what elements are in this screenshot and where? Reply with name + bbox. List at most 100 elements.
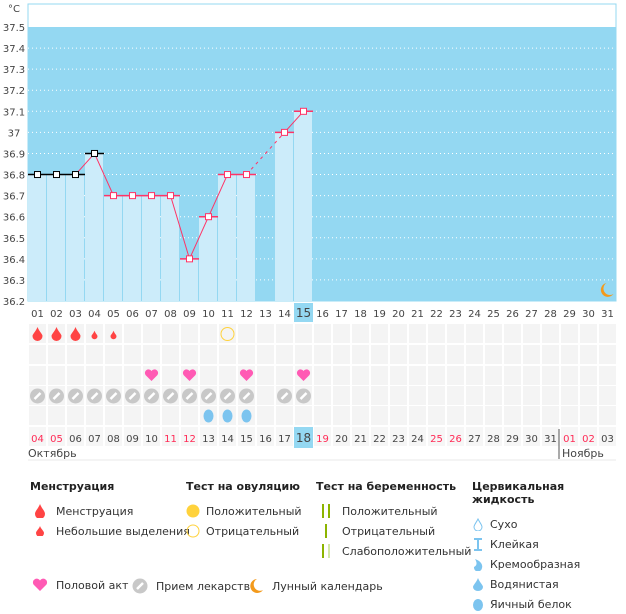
calendar-date[interactable]: 26 bbox=[449, 434, 462, 445]
cycle-day-label[interactable]: 23 bbox=[449, 309, 462, 320]
grid-cell bbox=[314, 386, 331, 405]
calendar-date[interactable]: 09 bbox=[126, 434, 139, 445]
grid-cell bbox=[390, 345, 407, 364]
cycle-day-label[interactable]: 01 bbox=[31, 309, 44, 320]
cycle-day-label[interactable]: 24 bbox=[468, 309, 481, 320]
calendar-date[interactable]: 28 bbox=[487, 434, 500, 445]
calendar-date[interactable]: 01 bbox=[563, 434, 576, 445]
legend-item: Водянистая bbox=[472, 574, 626, 594]
legend-ovulation: Тест на овуляцию Положительный Отрицател… bbox=[186, 480, 302, 541]
date-cell bbox=[599, 427, 616, 446]
temperature-line-gap bbox=[246, 132, 285, 175]
cycle-day-label[interactable]: 16 bbox=[316, 309, 329, 320]
y-tick-label: 36.2 bbox=[3, 297, 25, 308]
cycle-day-label[interactable]: 26 bbox=[506, 309, 519, 320]
cycle-day-label[interactable]: 18 bbox=[354, 309, 367, 320]
legend-title: Менструация bbox=[30, 480, 115, 493]
watery-icon bbox=[472, 577, 484, 591]
cycle-day-label[interactable]: 09 bbox=[183, 309, 196, 320]
calendar-date[interactable]: 03 bbox=[601, 434, 614, 445]
temperature-point bbox=[148, 192, 155, 200]
calendar-date[interactable]: 04 bbox=[31, 434, 44, 445]
cycle-day-label[interactable]: 05 bbox=[107, 309, 120, 320]
grid-cell bbox=[580, 366, 597, 385]
calendar-date[interactable]: 18 bbox=[296, 431, 311, 445]
cycle-day-label[interactable]: 07 bbox=[145, 309, 158, 320]
grid-cell bbox=[542, 406, 559, 425]
calendar-date[interactable]: 31 bbox=[544, 434, 557, 445]
calendar-date[interactable]: 06 bbox=[69, 434, 82, 445]
egg-white-icon bbox=[241, 409, 252, 423]
grid-cell bbox=[371, 324, 388, 343]
calendar-date[interactable]: 25 bbox=[430, 434, 443, 445]
cycle-day-label[interactable]: 14 bbox=[278, 309, 291, 320]
cycle-day-label[interactable]: 25 bbox=[487, 309, 500, 320]
date-cell bbox=[333, 427, 350, 446]
calendar-date[interactable]: 20 bbox=[335, 434, 348, 445]
pill-icon-stripe bbox=[90, 392, 99, 400]
moon-icon bbox=[600, 283, 614, 297]
calendar-date[interactable]: 15 bbox=[240, 434, 253, 445]
grid-cell bbox=[371, 345, 388, 364]
cycle-day-label[interactable]: 20 bbox=[392, 309, 405, 320]
calendar-date[interactable]: 19 bbox=[316, 434, 329, 445]
calendar-date[interactable]: 22 bbox=[373, 434, 386, 445]
calendar-date[interactable]: 11 bbox=[164, 434, 177, 445]
calendar-date[interactable]: 23 bbox=[392, 434, 405, 445]
calendar-date[interactable]: 29 bbox=[506, 434, 519, 445]
calendar-date[interactable]: 08 bbox=[107, 434, 120, 445]
legend-pregnancy: Тест на беременность Положительный Отриц… bbox=[316, 480, 471, 561]
grid-cell bbox=[599, 345, 616, 364]
calendar-date[interactable]: 12 bbox=[183, 434, 196, 445]
cycle-day-label[interactable]: 04 bbox=[88, 309, 101, 320]
cycle-day-label[interactable]: 02 bbox=[50, 309, 63, 320]
cycle-day-label[interactable]: 22 bbox=[430, 309, 443, 320]
grid-cell bbox=[504, 366, 521, 385]
grid-cell bbox=[466, 366, 483, 385]
egg-white-icon bbox=[203, 409, 214, 423]
cycle-day-label[interactable]: 13 bbox=[259, 309, 272, 320]
cycle-day-label[interactable]: 30 bbox=[582, 309, 595, 320]
cycle-day-label[interactable]: 29 bbox=[563, 309, 576, 320]
calendar-date[interactable]: 10 bbox=[145, 434, 158, 445]
cycle-day-label[interactable]: 31 bbox=[601, 309, 614, 320]
date-cell bbox=[67, 427, 84, 446]
cycle-day-label[interactable]: 27 bbox=[525, 309, 538, 320]
calendar-date[interactable]: 13 bbox=[202, 434, 215, 445]
cycle-day-label[interactable]: 03 bbox=[69, 309, 82, 320]
calendar-date[interactable]: 17 bbox=[278, 434, 291, 445]
calendar-date[interactable]: 27 bbox=[468, 434, 481, 445]
calendar-date[interactable]: 30 bbox=[525, 434, 538, 445]
grid-cell bbox=[295, 345, 312, 364]
temperature-line bbox=[75, 153, 95, 175]
calendar-date[interactable]: 02 bbox=[582, 434, 595, 445]
grid-cell bbox=[181, 324, 198, 343]
cycle-day-label[interactable]: 10 bbox=[202, 309, 215, 320]
calendar-date[interactable]: 05 bbox=[50, 434, 63, 445]
calendar-date[interactable]: 16 bbox=[259, 434, 272, 445]
cycle-day-label[interactable]: 19 bbox=[373, 309, 386, 320]
date-cell bbox=[485, 427, 502, 446]
cycle-day-label[interactable]: 12 bbox=[240, 309, 253, 320]
calendar-date[interactable]: 07 bbox=[88, 434, 101, 445]
grid-cell bbox=[428, 324, 445, 343]
cycle-day-label[interactable]: 21 bbox=[411, 309, 424, 320]
cycle-day-label[interactable]: 17 bbox=[335, 309, 348, 320]
cycle-day-label[interactable]: 28 bbox=[544, 309, 557, 320]
cycle-day-label[interactable]: 11 bbox=[221, 309, 234, 320]
cycle-day-label[interactable]: 08 bbox=[164, 309, 177, 320]
cycle-day-label[interactable]: 06 bbox=[126, 309, 139, 320]
grid-cell bbox=[67, 345, 84, 364]
y-axis-unit: °C bbox=[8, 4, 20, 15]
pill-icon-stripe bbox=[71, 392, 80, 400]
temperature-point bbox=[110, 192, 117, 200]
temperature-point bbox=[243, 171, 250, 179]
grid-cell bbox=[124, 366, 141, 385]
cycle-day-label[interactable]: 15 bbox=[296, 306, 311, 320]
calendar-date[interactable]: 14 bbox=[221, 434, 234, 445]
grid-cell bbox=[409, 366, 426, 385]
calendar-date[interactable]: 24 bbox=[411, 434, 424, 445]
temperature-bar bbox=[47, 174, 65, 301]
calendar-date[interactable]: 21 bbox=[354, 434, 367, 445]
temperature-point bbox=[167, 192, 174, 200]
